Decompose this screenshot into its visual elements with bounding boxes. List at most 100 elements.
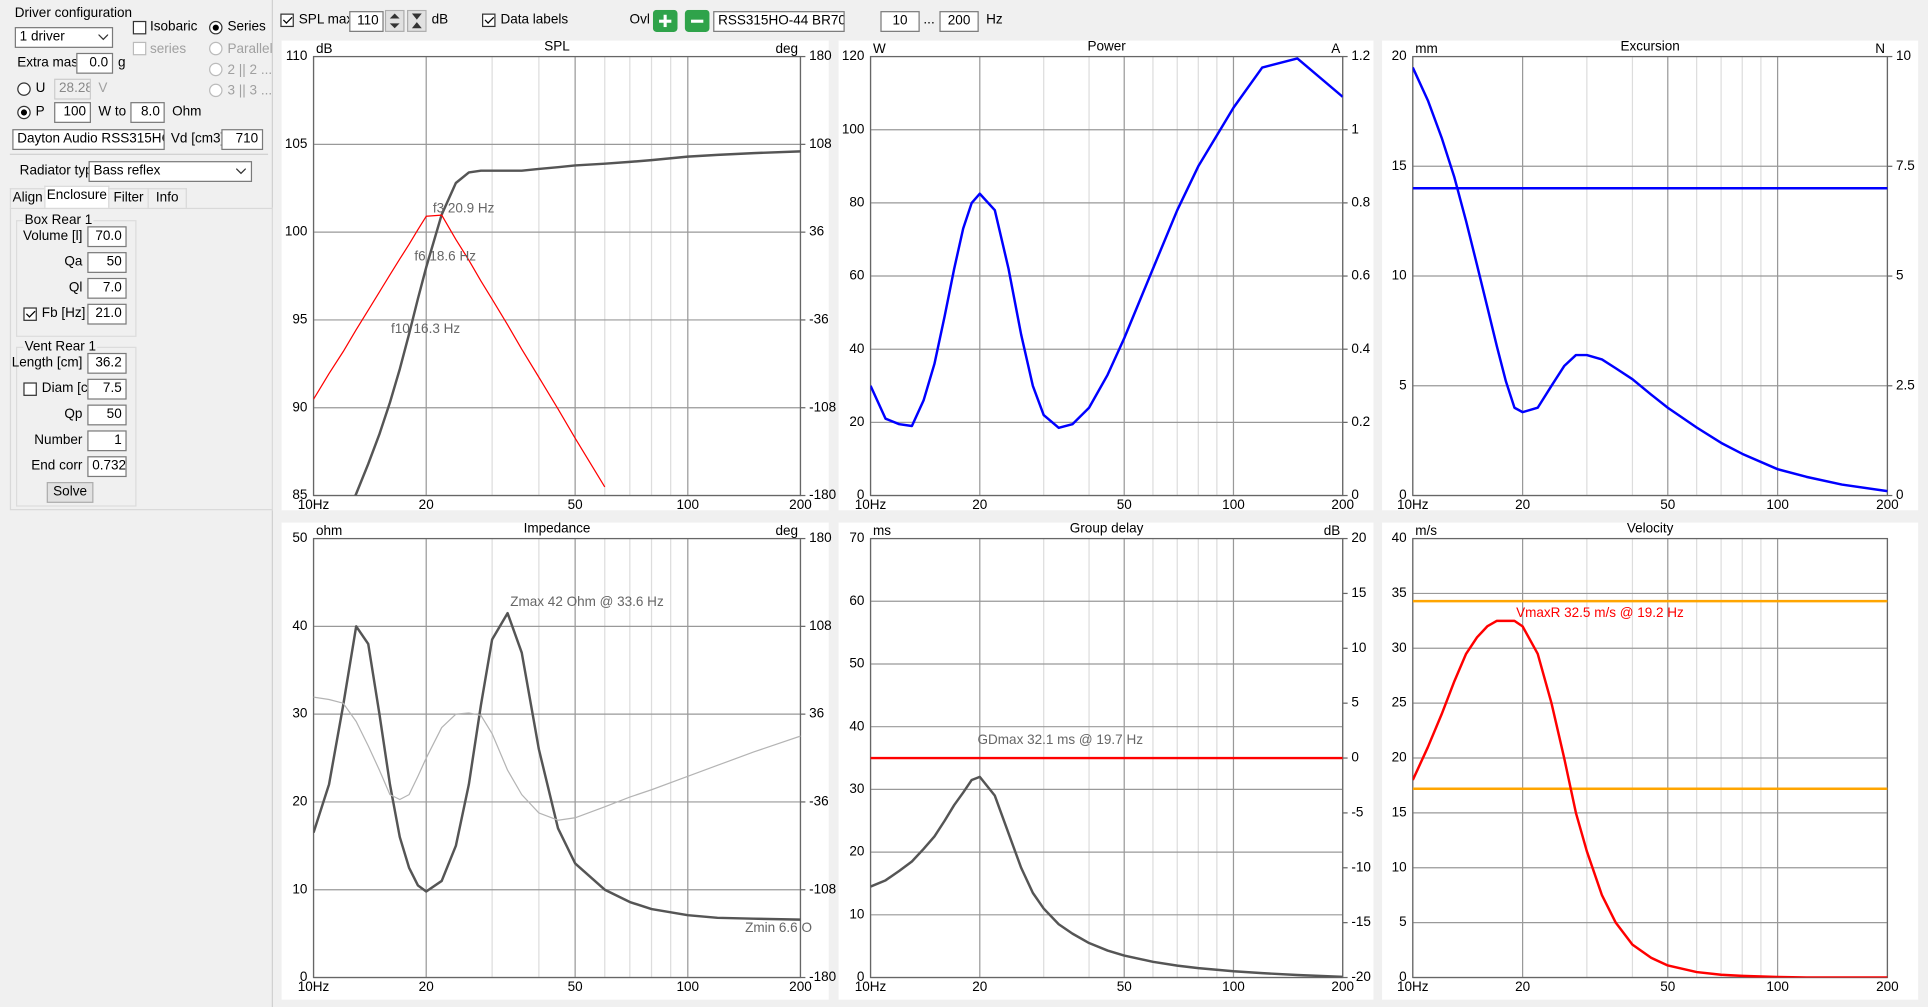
data-label: f10 16.3 Hz	[391, 321, 460, 336]
extra-mass-input[interactable]: 0.0	[76, 52, 114, 74]
plot-area	[1412, 67, 1888, 493]
label: SPL max	[298, 12, 354, 28]
plot-frame	[869, 55, 1344, 497]
arrow	[98, 34, 109, 41]
label: Isobaric	[150, 19, 198, 35]
vd-input[interactable]: 710	[221, 129, 264, 151]
x-tick-label: 20	[419, 979, 434, 994]
overlay-buttons[interactable]	[652, 9, 710, 32]
y-tick-label: 20	[1392, 750, 1407, 765]
series-line	[313, 611, 801, 921]
label: Data labels	[500, 12, 569, 28]
y-tick-label: 35	[1392, 585, 1407, 600]
fb-checkbox[interactable]	[23, 307, 37, 321]
driver-input[interactable]: Dayton Audio RSS315HO-44	[12, 129, 165, 151]
y2-tick-label: 108	[809, 136, 832, 151]
p-radio[interactable]	[17, 105, 31, 120]
ohm-input[interactable]: 8.0	[130, 102, 165, 123]
x-tick-label: 200	[1331, 979, 1354, 994]
series-radio[interactable]	[209, 20, 223, 35]
y2-tick-label: 5	[1896, 268, 1904, 283]
data-label: f6 18.6 Hz	[414, 249, 476, 264]
tab-selected[interactable]: Enclosure	[44, 185, 110, 210]
input[interactable]: 50	[87, 252, 127, 273]
y-tick-label: 0	[1399, 969, 1407, 984]
tab[interactable]: Filter	[108, 188, 149, 210]
data-labels-checkbox[interactable]	[481, 13, 496, 28]
plot-frame	[1412, 55, 1889, 497]
x-tick-label: 20	[972, 979, 987, 994]
y-tick-label: 60	[849, 268, 864, 283]
y2-unit: N	[1875, 41, 1885, 56]
label: Ql	[68, 280, 83, 296]
fmin-input[interactable]: 10	[880, 11, 920, 32]
input[interactable]: 36.2	[87, 352, 127, 374]
y2-tick-label: -20	[1351, 969, 1371, 984]
y2-tick-label: 15	[1351, 585, 1366, 600]
plot-area	[1412, 599, 1888, 978]
y-tick-label: 20	[849, 844, 864, 859]
label: End corr	[31, 458, 83, 474]
plot-frame	[312, 55, 802, 497]
y-tick-label: 15	[1392, 158, 1407, 173]
y-tick-label: 0	[857, 487, 865, 502]
y-tick-label: 95	[292, 312, 307, 327]
y2-tick-label: 0.4	[1351, 341, 1370, 356]
y2-tick-label: -108	[809, 881, 836, 896]
series-line	[313, 214, 606, 488]
overlay-input[interactable]: RSS315HO-44 BR70.0	[713, 11, 845, 32]
group-title: Box Rear 1	[23, 212, 94, 229]
tab[interactable]: Align	[9, 188, 46, 210]
label: dB	[431, 12, 449, 28]
input[interactable]: 0.732	[87, 456, 127, 478]
y2-unit: deg	[775, 41, 798, 56]
label: P	[35, 104, 45, 120]
tab[interactable]: Info	[147, 188, 187, 210]
y2-tick-label: 180	[809, 48, 832, 63]
data-label: f3 20.9 Hz	[433, 201, 495, 216]
y2-tick-label: -15	[1351, 914, 1371, 929]
u-radio[interactable]	[17, 82, 31, 96]
x-tick-label: 100	[677, 497, 700, 512]
y2-tick-label: 108	[809, 618, 832, 633]
isobaric-checkbox[interactable]	[132, 20, 147, 35]
y2-tick-label: -36	[809, 312, 829, 327]
spl-max-input[interactable]: 110	[349, 11, 384, 32]
chart-title: Velocity	[1627, 520, 1674, 535]
y2-tick-label: 0.2	[1351, 414, 1370, 429]
spl-max-checkbox[interactable]	[280, 13, 294, 28]
diam-checkbox[interactable]	[23, 382, 37, 396]
fmax-input[interactable]: 200	[939, 11, 979, 32]
input[interactable]: 70.0	[87, 226, 127, 248]
y-tick-label: 30	[292, 706, 307, 721]
y2-tick-label: 20	[1351, 530, 1366, 545]
panel	[281, 522, 829, 1000]
y-tick-label: 60	[849, 593, 864, 608]
input[interactable]: 21.0	[87, 303, 127, 325]
label: Hz	[986, 12, 1003, 28]
drivers-dropdown[interactable]: 1 driver	[14, 27, 114, 48]
x-tick-label: 10Hz	[298, 497, 330, 512]
y-tick-label: 0	[300, 969, 308, 984]
x-tick-label: 200	[789, 497, 812, 512]
x-tick-label: 50	[1660, 497, 1675, 512]
spin-buttons[interactable]	[384, 9, 427, 32]
x-tick-label: 10Hz	[1397, 497, 1429, 512]
input[interactable]: 7.5	[87, 378, 127, 400]
value: Bass reflex	[93, 163, 161, 179]
input[interactable]: 50	[87, 404, 127, 426]
radiator-dropdown[interactable]: Bass reflex	[88, 161, 253, 182]
x-tick-label: 50	[1117, 979, 1132, 994]
plot-area	[870, 57, 1343, 430]
input[interactable]: 7.0	[87, 277, 127, 299]
input[interactable]: 1	[87, 430, 127, 452]
p-input[interactable]: 100	[54, 102, 91, 123]
solve-button[interactable]: Solve	[46, 481, 94, 503]
label: U	[35, 81, 46, 96]
x-tick-label: 50	[568, 497, 583, 512]
y-tick-label: 0	[1399, 487, 1407, 502]
label: Series	[227, 19, 266, 35]
y2-tick-label: 10	[1351, 640, 1366, 655]
